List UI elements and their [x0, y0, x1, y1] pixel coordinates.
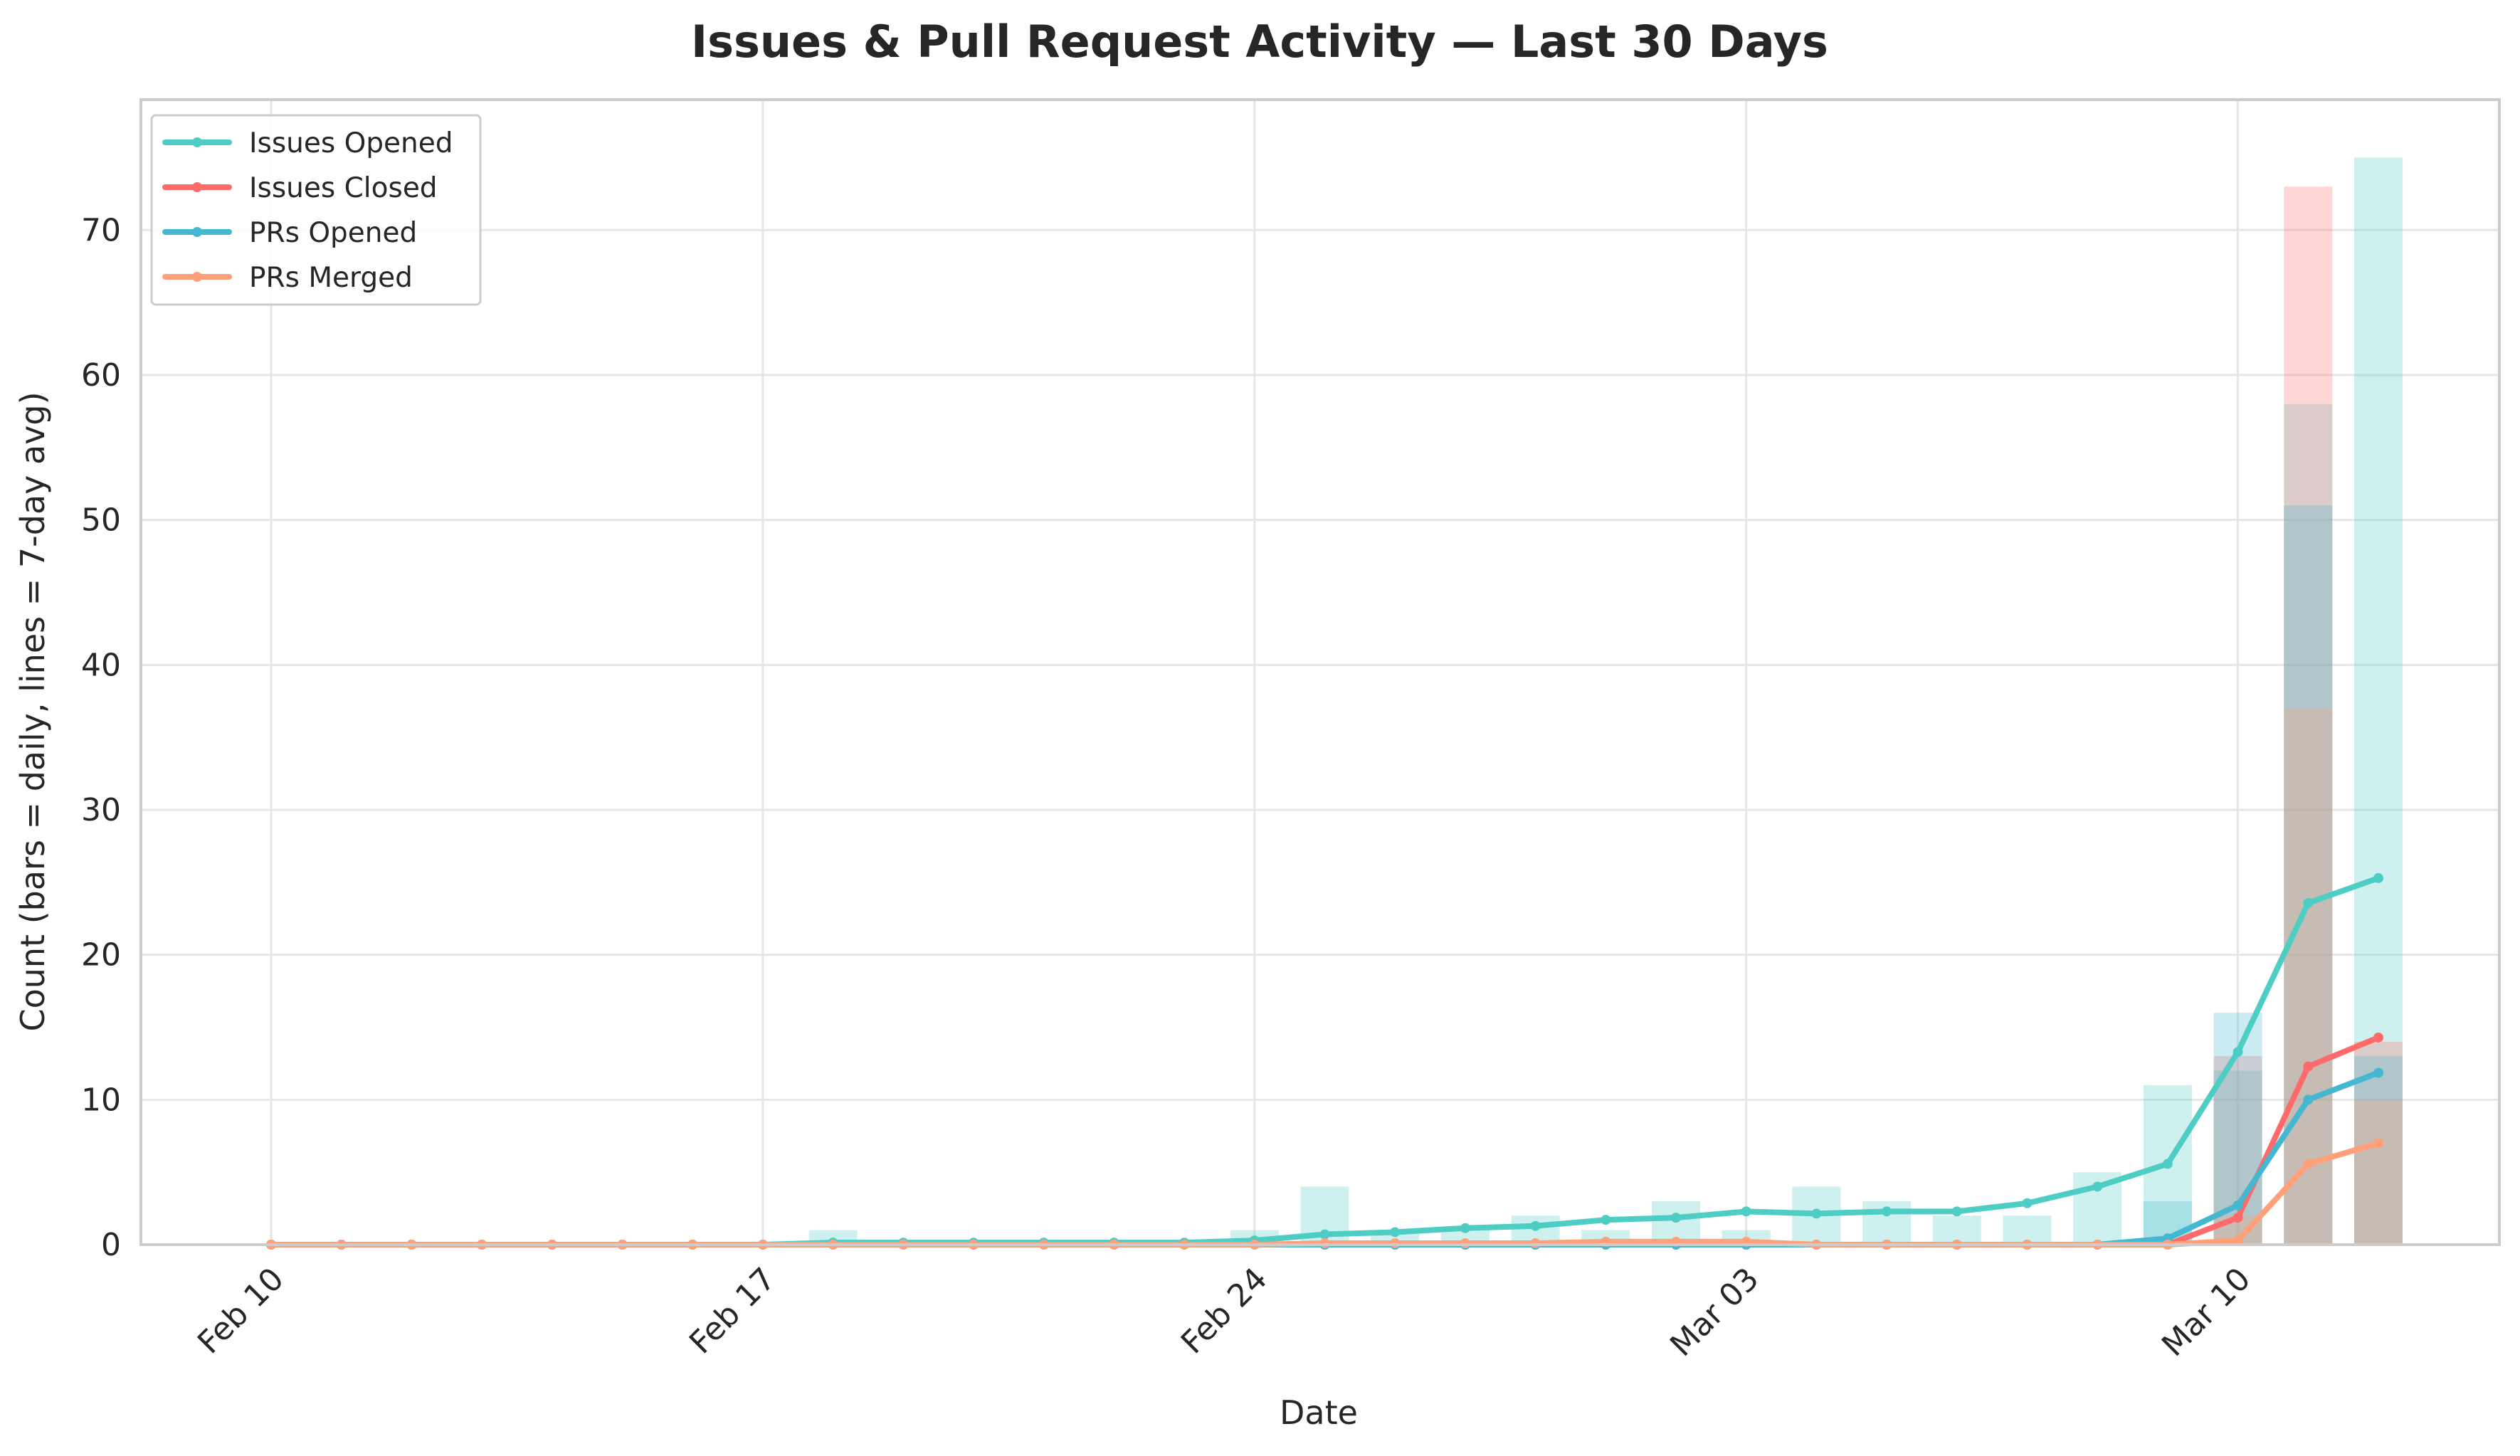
y-axis-ticks: 0 10 20 30 40 50 60 70	[81, 212, 121, 1263]
y-tick-label: 0	[101, 1227, 121, 1263]
y-tick-label: 60	[81, 357, 121, 394]
x-tick-label: Mar 10	[2155, 1261, 2257, 1363]
series-point	[1811, 1208, 1822, 1219]
x-tick-label: Feb 17	[682, 1261, 783, 1361]
legend-label: Issues Opened	[249, 127, 453, 159]
series-point	[1601, 1215, 1611, 1225]
series-point	[2022, 1198, 2033, 1208]
series-point	[2373, 1067, 2383, 1078]
y-tick-label: 40	[81, 647, 121, 683]
series-point	[2303, 897, 2314, 908]
series-point	[1741, 1206, 1751, 1217]
legend-label: PRs Merged	[249, 262, 413, 294]
series-point	[2232, 1235, 2243, 1246]
series-point	[2373, 1138, 2383, 1149]
series-point	[2232, 1213, 2243, 1223]
series-point	[1882, 1206, 1892, 1217]
x-tick-label: Mar 03	[1663, 1261, 1766, 1363]
legend-box	[150, 114, 482, 306]
series-point	[1530, 1220, 1541, 1231]
legend-marker	[192, 137, 202, 147]
x-axis-label: Date	[1280, 1393, 1358, 1432]
series-point	[2232, 1200, 2243, 1210]
chart-title: Issues & Pull Request Activity — Last 30…	[691, 16, 1828, 68]
y-tick-label: 20	[81, 937, 121, 974]
x-axis-ticks: Feb 10 Feb 17 Feb 24 Mar 03 Mar 10	[191, 1261, 2257, 1363]
series-point	[1390, 1227, 1401, 1238]
series-point	[1951, 1206, 1962, 1217]
series-point	[2232, 1047, 2243, 1057]
series-point	[1319, 1229, 1330, 1240]
y-tick-label: 50	[81, 502, 121, 539]
legend: Issues Opened Issues Closed PRs Opened PRs …	[150, 114, 482, 306]
plot-frame	[139, 98, 2501, 1246]
series-point	[1530, 1238, 1541, 1248]
series-point	[1390, 1238, 1401, 1248]
x-tick-label: Feb 10	[191, 1261, 291, 1361]
legend-label: PRs Opened	[249, 217, 417, 249]
y-tick-label: 30	[81, 792, 121, 828]
bar	[2354, 157, 2403, 1245]
bar	[2354, 1099, 2403, 1245]
series-point	[2373, 1032, 2383, 1043]
series-point	[1460, 1238, 1470, 1248]
grid	[141, 100, 2499, 1246]
legend-marker	[192, 182, 202, 192]
series-point	[2303, 1061, 2314, 1072]
x-tick-label: Feb 24	[1174, 1261, 1275, 1361]
series-point	[1319, 1238, 1330, 1248]
series-point	[2373, 872, 2383, 883]
legend-marker	[192, 272, 202, 282]
y-tick-label: 70	[81, 212, 121, 248]
y-tick-label: 10	[81, 1082, 121, 1118]
bar	[2284, 708, 2333, 1245]
series-point	[1460, 1223, 1470, 1233]
series-point	[2092, 1181, 2103, 1192]
bars	[808, 157, 2403, 1245]
series-point	[2303, 1159, 2314, 1169]
series-point	[2162, 1159, 2173, 1169]
y-axis-label: Count (bars = daily, lines = 7-day avg)	[14, 391, 52, 1031]
series-point	[2303, 1094, 2314, 1105]
series-point	[1671, 1213, 1681, 1223]
legend-marker	[192, 227, 202, 237]
legend-label: Issues Closed	[249, 172, 438, 204]
